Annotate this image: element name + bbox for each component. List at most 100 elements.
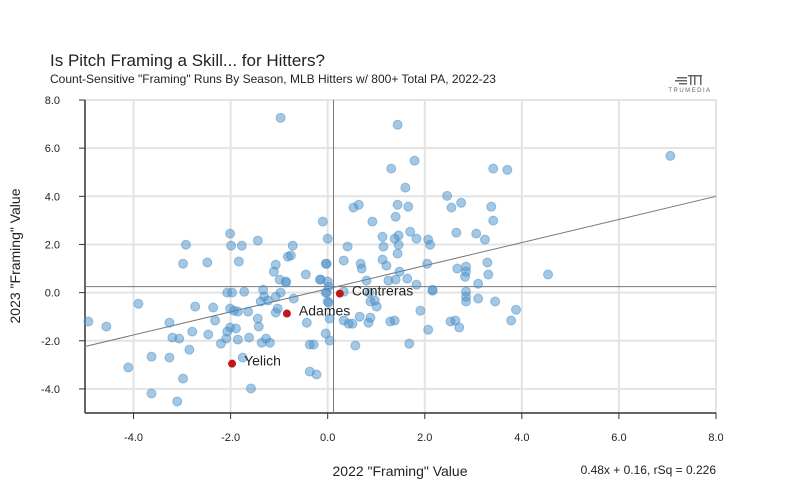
data-point — [483, 269, 494, 280]
data-point — [233, 256, 244, 267]
data-point — [324, 313, 335, 324]
data-point — [268, 266, 279, 277]
data-point — [386, 163, 397, 174]
data-point — [488, 215, 499, 226]
data-point — [456, 197, 467, 208]
data-point — [301, 317, 312, 328]
data-point — [236, 240, 247, 251]
data-point — [471, 228, 482, 239]
data-point — [203, 329, 214, 340]
data-point — [488, 163, 499, 174]
data-point — [400, 182, 411, 193]
data-point — [323, 297, 334, 308]
x-tick-label: 6.0 — [611, 432, 626, 444]
data-point — [361, 275, 372, 286]
x-axis-label: 2022 "Framing" Value — [333, 463, 468, 479]
data-point — [427, 285, 438, 296]
data-point — [308, 339, 319, 350]
data-point — [371, 301, 382, 312]
data-point — [230, 323, 241, 334]
data-point — [164, 317, 175, 328]
regression-equation: 0.48x + 0.16, rSq = 0.226 — [580, 463, 716, 477]
data-point — [502, 164, 513, 175]
data-point — [402, 273, 413, 284]
data-point — [300, 269, 311, 280]
data-point — [232, 334, 243, 345]
data-point — [473, 293, 484, 304]
data-point — [411, 279, 422, 290]
data-point — [415, 305, 426, 316]
data-point — [403, 201, 414, 212]
point-label: Yelich — [244, 353, 281, 369]
data-point — [288, 293, 299, 304]
highlighted-point — [228, 359, 237, 368]
data-point — [354, 311, 365, 322]
data-point — [392, 199, 403, 210]
y-tick-label: 6.0 — [45, 143, 60, 155]
data-point — [256, 337, 267, 348]
data-point — [243, 306, 254, 317]
data-point — [178, 258, 189, 269]
data-point — [423, 324, 434, 335]
data-point — [543, 269, 554, 280]
data-point — [252, 235, 263, 246]
data-point — [454, 322, 465, 333]
y-tick-label: 4.0 — [45, 191, 60, 203]
data-point — [320, 287, 331, 298]
data-point — [378, 241, 389, 252]
data-point — [285, 250, 296, 261]
point-label: Contreras — [352, 283, 413, 299]
data-point — [184, 344, 195, 355]
data-point — [392, 248, 403, 259]
data-point — [393, 239, 404, 250]
data-point — [446, 202, 457, 213]
x-tick-label: -2.0 — [221, 432, 240, 444]
data-point — [190, 301, 201, 312]
data-point — [287, 240, 298, 251]
data-point — [490, 296, 501, 307]
y-tick-label: 8.0 — [45, 95, 60, 107]
chart-title: Is Pitch Framing a Skill... for Hitters? — [50, 51, 325, 70]
highlighted-point — [335, 289, 344, 298]
data-point — [411, 233, 422, 244]
data-point — [461, 296, 472, 307]
y-tick-label: 2.0 — [45, 239, 60, 251]
data-point — [178, 373, 189, 384]
point-label: Adames — [299, 303, 350, 319]
data-point — [451, 227, 462, 238]
data-point — [311, 369, 322, 380]
data-point — [280, 277, 291, 288]
data-point — [394, 266, 405, 277]
data-point — [270, 291, 281, 302]
data-point — [381, 260, 392, 271]
data-point — [253, 321, 264, 332]
data-point — [146, 388, 157, 399]
data-point — [101, 321, 112, 332]
data-point — [210, 315, 221, 326]
data-point — [405, 226, 416, 237]
x-tick-label: 2.0 — [417, 432, 432, 444]
data-point — [146, 351, 157, 362]
data-point — [486, 201, 497, 212]
data-point — [452, 263, 463, 274]
trumedia-logo-icon — [675, 75, 702, 85]
data-point — [422, 258, 433, 269]
x-tick-label: 0.0 — [320, 432, 335, 444]
data-point — [392, 119, 403, 130]
data-point — [404, 338, 415, 349]
data-point — [172, 396, 183, 407]
data-point — [272, 303, 283, 314]
data-point — [479, 234, 490, 245]
data-point — [350, 340, 361, 351]
data-point — [264, 337, 275, 348]
data-point — [314, 274, 325, 285]
data-point — [377, 231, 388, 242]
data-point — [246, 383, 257, 394]
data-point — [390, 211, 401, 222]
data-point — [390, 274, 401, 285]
chart-subtitle: Count-Sensitive "Framing" Runs By Season… — [50, 72, 496, 86]
data-point — [83, 316, 94, 327]
y-tick-label: -2.0 — [41, 336, 60, 348]
data-point — [482, 257, 493, 268]
